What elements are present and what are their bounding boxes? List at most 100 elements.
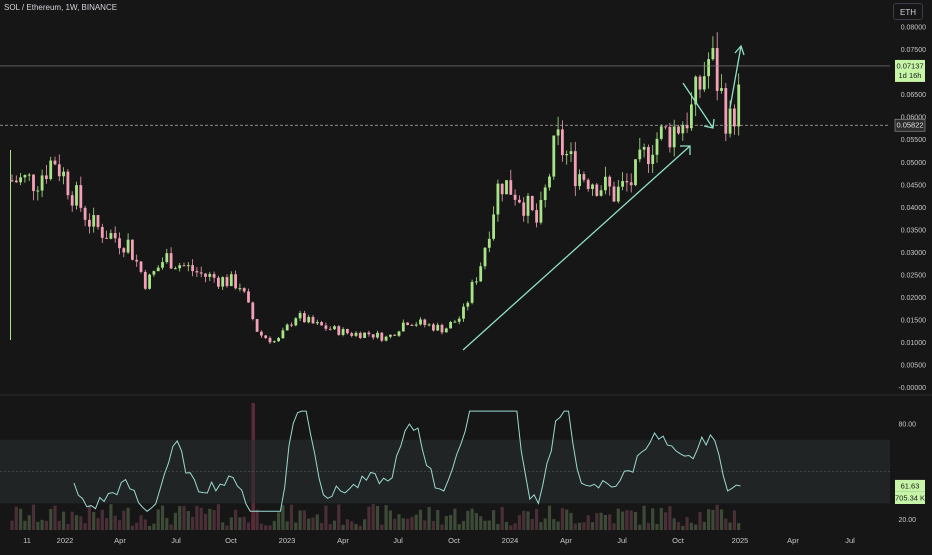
volume-bar [535,509,539,530]
candle-body [728,108,732,134]
volume-bar [242,516,246,530]
candle-body [27,174,31,176]
volume-bar [492,510,496,530]
y-tick-label: 0.01500 [901,318,926,325]
candle-body [419,319,422,325]
x-tick-label: Jul [393,536,403,545]
candle-body [40,175,44,191]
volume-bar [148,525,152,530]
candle-body [53,160,57,165]
x-tick-label: Oct [225,536,238,545]
volume-bar [298,510,302,530]
candle-body [191,265,194,272]
candle-body [436,324,440,331]
candle-body [397,331,401,336]
candle-body [14,180,18,183]
candle-body [118,238,121,249]
candle-body [733,108,736,127]
volume-bar [191,516,195,530]
currency-button[interactable]: ETH [893,3,923,20]
candle-body [148,274,151,289]
candle-body [612,186,616,202]
volume-bar [470,508,474,530]
y-tick-label: 0.08000 [901,25,926,32]
candle-body [32,174,35,192]
volume-bar [328,524,332,530]
volume-bar [642,505,646,530]
candles [10,32,741,345]
candle-body [19,177,22,183]
candle-body [432,324,435,331]
candle-body [169,253,173,269]
volume-bar [221,522,225,530]
volume-bar [676,522,681,530]
y-tick-label: 0.05500 [901,137,926,144]
candle-body [681,124,685,134]
candle-body [363,332,366,338]
candle-body [595,184,599,196]
volume-bar [165,518,169,530]
candle-body [543,187,547,201]
volume-bar [526,511,530,530]
volume-bar [479,516,483,530]
volume-value-label-bg [895,492,925,504]
candle-body [178,265,182,269]
volume-bar [474,513,478,530]
volume-bar [732,510,736,530]
volume-bar [324,505,328,530]
candle-body [513,194,517,200]
candle-body [255,319,259,332]
volume-bar [122,510,126,530]
projection-arrow-head [734,44,745,56]
candle-body [100,227,104,238]
candle-body [371,334,375,338]
volume-bar [160,505,165,530]
x-tick-label: Apr [560,536,572,545]
rsi-value-label-bg [895,479,925,492]
symbol-header: SOL / Ethereum, 1W, BINANCE [4,3,118,12]
countdown-label: 1d 16h [899,71,922,80]
y-tick-label: 0.02000 [901,295,926,302]
volume-bar [70,511,74,530]
volume-bar [685,517,689,530]
y-tick-label: 0.04000 [901,205,926,212]
candle-body [724,88,728,134]
volume-bar [504,521,509,530]
volume-bar [92,511,96,530]
volume-bar [96,518,100,530]
candle-body [337,326,341,335]
volume-bar [440,524,444,530]
y-tick-label: 0.00500 [901,363,926,370]
volume-bar [229,517,233,530]
volume-bar [36,521,40,530]
volume-bar [719,509,724,530]
candle-body [629,182,633,186]
candle-body [221,277,225,287]
candle-body [109,233,113,239]
candle-body [462,306,465,319]
candle-body [367,332,371,335]
volume-bar [212,510,216,530]
y-tick-label: 0.05000 [901,160,926,167]
volume-bar [225,525,229,530]
candle-body [440,324,444,333]
candle-body [384,336,388,341]
rsi-line [73,410,741,512]
volume-bar [672,518,676,530]
volume-bar [14,506,18,530]
volume-bar [539,522,543,530]
candle-body [427,324,431,326]
candle-body [96,215,100,228]
volume-bar [139,515,143,530]
volume-bar [707,509,711,530]
volume-bar [238,517,242,530]
x-tick-label: Jul [171,536,181,545]
volume-bar [522,510,526,530]
volume-bar [311,517,315,530]
volume-bar [332,520,337,530]
candle-body [530,195,534,211]
candle-body [655,138,659,155]
candle-body [66,171,70,196]
